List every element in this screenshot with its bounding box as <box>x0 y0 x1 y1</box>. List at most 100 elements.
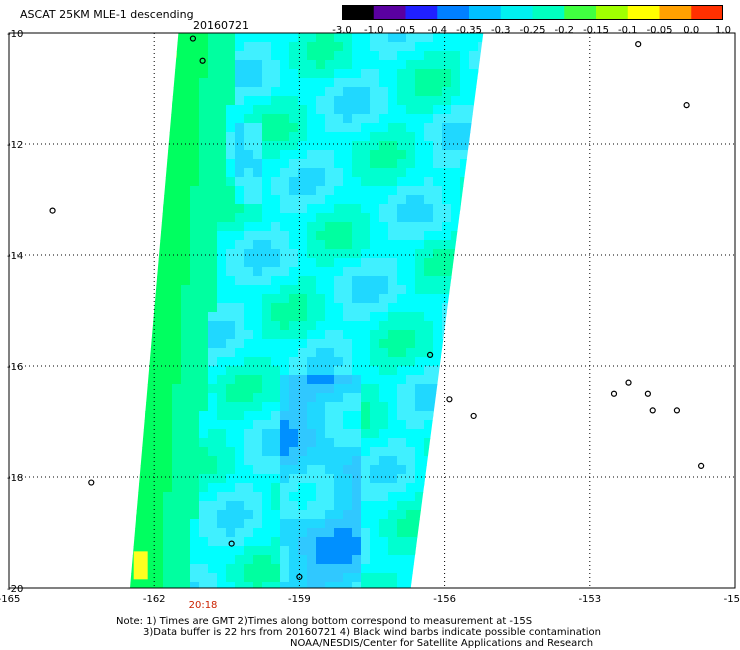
swath-cell <box>280 285 290 295</box>
swath-cell <box>496 285 506 295</box>
swath-cell <box>460 348 470 358</box>
island-outline <box>470 412 477 420</box>
swath-cell <box>442 222 452 232</box>
swath-cell <box>190 528 200 538</box>
swath-cell <box>361 519 371 529</box>
swath-cell <box>307 573 317 583</box>
swath-cell <box>316 411 326 421</box>
swath-cell <box>199 411 209 421</box>
swath-cell <box>478 78 484 88</box>
swath-cell <box>208 150 218 160</box>
swath-cell <box>235 204 245 214</box>
swath-cell <box>415 375 425 385</box>
swath-cell <box>163 393 173 403</box>
swath-cell <box>298 285 308 295</box>
island-outline <box>673 407 681 414</box>
swath-cell <box>442 114 452 124</box>
swath-cell <box>469 78 479 88</box>
swath-cell <box>154 285 164 295</box>
swath-cell <box>379 465 389 475</box>
swath-cell <box>208 375 218 385</box>
swath-cell <box>451 528 461 538</box>
colorbar-tick-label: -0.5 <box>395 25 416 36</box>
swath-cell <box>451 537 461 547</box>
swath-cell <box>352 330 362 340</box>
swath-cell <box>271 132 281 142</box>
swath-cell <box>460 402 470 412</box>
swath-cell <box>415 78 425 88</box>
swath-cell <box>469 447 479 457</box>
swath-cell <box>406 447 416 457</box>
swath-cell <box>370 249 380 259</box>
swath-cell <box>433 285 443 295</box>
swath-cell <box>415 96 425 106</box>
swath-cell <box>442 123 452 133</box>
swath-cell <box>442 96 452 106</box>
swath-cell <box>451 510 461 520</box>
swath-cell <box>136 438 146 448</box>
swath-cell <box>118 330 128 340</box>
swath-cell <box>244 402 254 412</box>
swath-cell <box>145 168 155 178</box>
swath-cell <box>442 168 452 178</box>
swath-cell <box>397 33 407 43</box>
swath-cell <box>460 276 470 286</box>
swath-cell <box>442 42 452 52</box>
swath-cell <box>370 393 380 403</box>
swath-cell <box>244 294 254 304</box>
swath-cell <box>442 411 452 421</box>
swath-cell <box>397 456 407 466</box>
swath-cell <box>379 195 389 205</box>
swath-cell <box>217 501 227 511</box>
swath-cell <box>130 240 137 250</box>
swath-cell <box>208 483 218 493</box>
swath-cell <box>424 42 434 52</box>
swath-cell <box>451 51 461 61</box>
swath-cell <box>343 123 353 133</box>
swath-cell <box>208 204 218 214</box>
swath-cell <box>109 474 119 484</box>
swath-cell <box>298 528 308 538</box>
swath-cell <box>118 177 128 187</box>
swath-cell <box>271 186 281 196</box>
swath-cell <box>109 33 119 43</box>
swath-cell <box>190 321 200 331</box>
swath-cell <box>361 564 371 574</box>
swath-cell <box>370 510 380 520</box>
swath-cell <box>100 348 110 358</box>
swath-cell <box>109 60 119 70</box>
swath-cell <box>415 411 425 421</box>
swath-cell <box>109 51 119 61</box>
swath-cell <box>181 321 191 331</box>
swath-cell <box>316 366 326 376</box>
swath-cell <box>433 438 443 448</box>
swath-cell <box>298 123 308 133</box>
swath-cell <box>496 420 506 430</box>
swath-cell <box>226 186 236 196</box>
swath-cell <box>244 528 254 538</box>
swath-cell <box>406 501 416 511</box>
swath-cell <box>271 510 281 520</box>
swath-cell <box>109 303 119 313</box>
swath-cell <box>379 357 389 367</box>
swath-cell <box>181 366 191 376</box>
swath-cell <box>496 78 506 88</box>
swath-cell <box>226 429 236 439</box>
swath-cell <box>190 60 200 70</box>
swath-cell <box>199 213 209 223</box>
swath-cell <box>442 177 452 187</box>
swath-cell <box>181 213 191 223</box>
colorbar-segment <box>342 5 375 20</box>
swath-cell <box>154 492 164 502</box>
swath-cell <box>460 465 470 475</box>
swath-cell <box>145 303 155 313</box>
colorbar-tick-label: 0.0 <box>683 25 700 36</box>
swath-cell <box>172 159 182 169</box>
swath-cell <box>271 168 281 178</box>
swath-cell <box>388 285 398 295</box>
swath-cell <box>397 510 407 520</box>
swath-cell <box>361 510 371 520</box>
swath-cell <box>496 249 506 259</box>
swath-cell <box>298 42 308 52</box>
swath-cell <box>433 87 443 97</box>
